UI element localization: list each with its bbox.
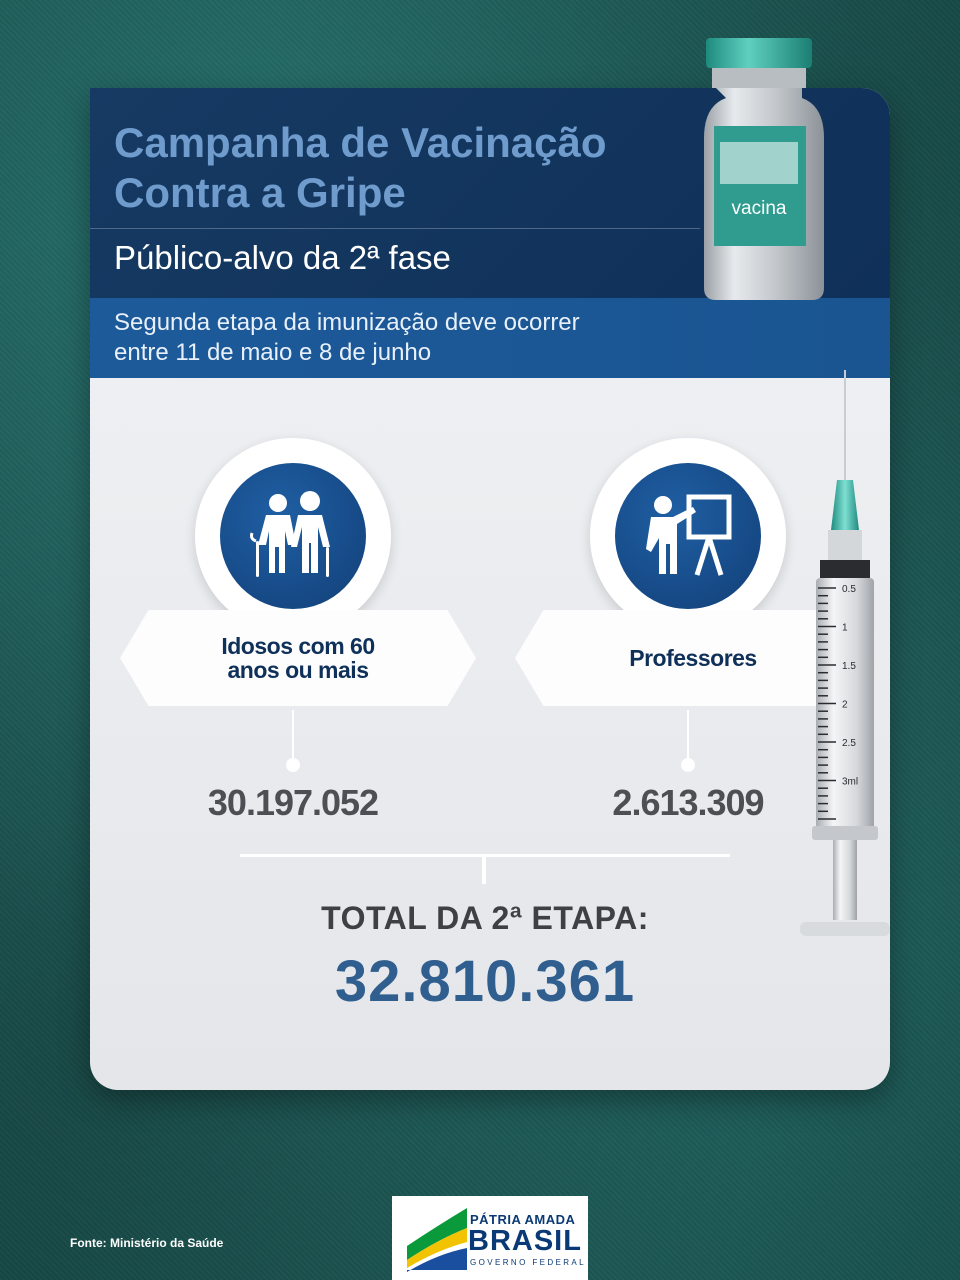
syringe-scale-label: 0.5 xyxy=(842,584,856,595)
total-value: 32.810.361 xyxy=(334,949,636,1014)
source-note: Fonte: Ministério da Saúde xyxy=(70,1236,224,1250)
brand-line-1: PÁTRIA AMADA xyxy=(470,1212,576,1227)
syringe-scale-label: 2 xyxy=(842,700,848,711)
icon-badge xyxy=(590,438,786,634)
group-teachers: Professores 2.613.309 xyxy=(515,438,875,908)
title-line-1: Campanha de Vacinação xyxy=(114,119,607,166)
group-label-line-1: Professores xyxy=(629,645,757,671)
note-line-1: Segunda etapa da imunização deve ocorrer xyxy=(114,309,580,336)
title-line-2: Contra a Gripe xyxy=(114,169,406,216)
teacher-board-icon xyxy=(646,494,732,576)
connector-stem xyxy=(292,710,294,762)
title-divider xyxy=(90,228,700,229)
syringe-scale-label: 2.5 xyxy=(842,738,856,749)
brand-line-3: GOVERNO FEDERAL xyxy=(470,1258,587,1267)
page-subtitle: Público-alvo da 2ª fase xyxy=(114,239,451,276)
total-label: TOTAL DA 2ª ETAPA: xyxy=(321,900,649,936)
brazil-flag-icon xyxy=(407,1208,467,1272)
vaccine-vial-icon: vacina xyxy=(694,36,824,302)
header-note: Segunda etapa da imunização deve ocorrer… xyxy=(114,308,580,368)
connector-dot xyxy=(681,758,695,772)
group-elderly: Idosos com 60 anos ou mais 30.197.052 xyxy=(120,438,480,908)
syringe-scale-label: 1.5 xyxy=(842,661,856,672)
group-label-line-1: Idosos com 60 xyxy=(221,633,375,659)
page-title: Campanha de Vacinação Contra a Gripe xyxy=(114,118,714,218)
group-label-box: Idosos com 60 anos ou mais xyxy=(120,610,476,706)
icon-badge xyxy=(195,438,391,634)
group-value: 30.197.052 xyxy=(207,782,379,823)
government-brand-logo: PÁTRIA AMADA BRASIL GOVERNO FEDERAL xyxy=(392,1196,588,1280)
group-label-line-2: anos ou mais xyxy=(227,657,369,683)
group-label: Professores xyxy=(515,646,871,670)
brand-line-2: BRASIL xyxy=(468,1225,582,1257)
group-value: 2.613.309 xyxy=(612,782,764,823)
header-note-band: Segunda etapa da imunização deve ocorrer… xyxy=(90,298,890,378)
syringe-scale-label: 3ml xyxy=(842,777,858,788)
connector-dot xyxy=(286,758,300,772)
syringe-icon: 0.5 1 1.5 2 2.5 3ml xyxy=(790,370,900,945)
elderly-couple-icon xyxy=(250,491,330,577)
note-line-2: entre 11 de maio e 8 de junho xyxy=(114,339,432,366)
syringe-scale-label: 1 xyxy=(842,623,848,634)
vial-label: vacina xyxy=(731,198,787,219)
total-divider-tick xyxy=(482,854,486,884)
group-label-box: Professores xyxy=(515,610,871,706)
connector-stem xyxy=(687,710,689,762)
group-label: Idosos com 60 anos ou mais xyxy=(120,634,476,682)
